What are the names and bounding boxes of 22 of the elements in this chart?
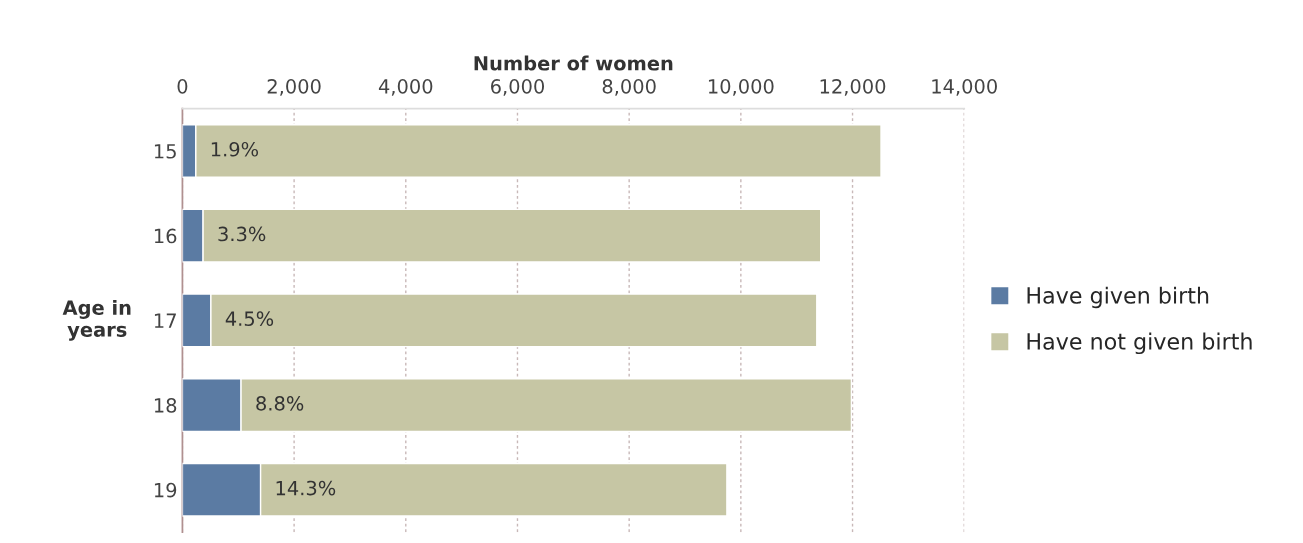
legend-label: Have not given birth [1027, 332, 1252, 355]
y-axis-title: Age in years [62, 299, 131, 341]
x-tick-label: 8,000 [602, 79, 656, 96]
y-tick-label: 17 [154, 313, 176, 328]
x-tick-label: 14,000 [932, 79, 997, 96]
annotation: 8.8% [256, 396, 304, 411]
annotation: 1.9% [211, 141, 259, 157]
x-tick-label: 10,000 [708, 79, 774, 96]
y-tick-label: 16 [154, 228, 177, 244]
annotation: 4.5% [225, 311, 274, 327]
y-tick-label: 19 [154, 482, 177, 498]
annotation: 14.3% [276, 480, 336, 496]
annotation: 3.3% [218, 226, 266, 242]
x-axis-title: Number of women [474, 55, 673, 71]
x-tick-label: 2,000 [267, 79, 321, 96]
x-tick-label: 12,000 [820, 79, 886, 96]
y-tick-label: 18 [154, 398, 177, 413]
legend-label: Have given birth [1027, 286, 1209, 309]
y-tick-label: 15 [154, 144, 176, 159]
x-tick-label: 0 [177, 79, 188, 94]
x-tick-label: 6,000 [491, 79, 545, 96]
x-tick-label: 4,000 [378, 79, 433, 96]
